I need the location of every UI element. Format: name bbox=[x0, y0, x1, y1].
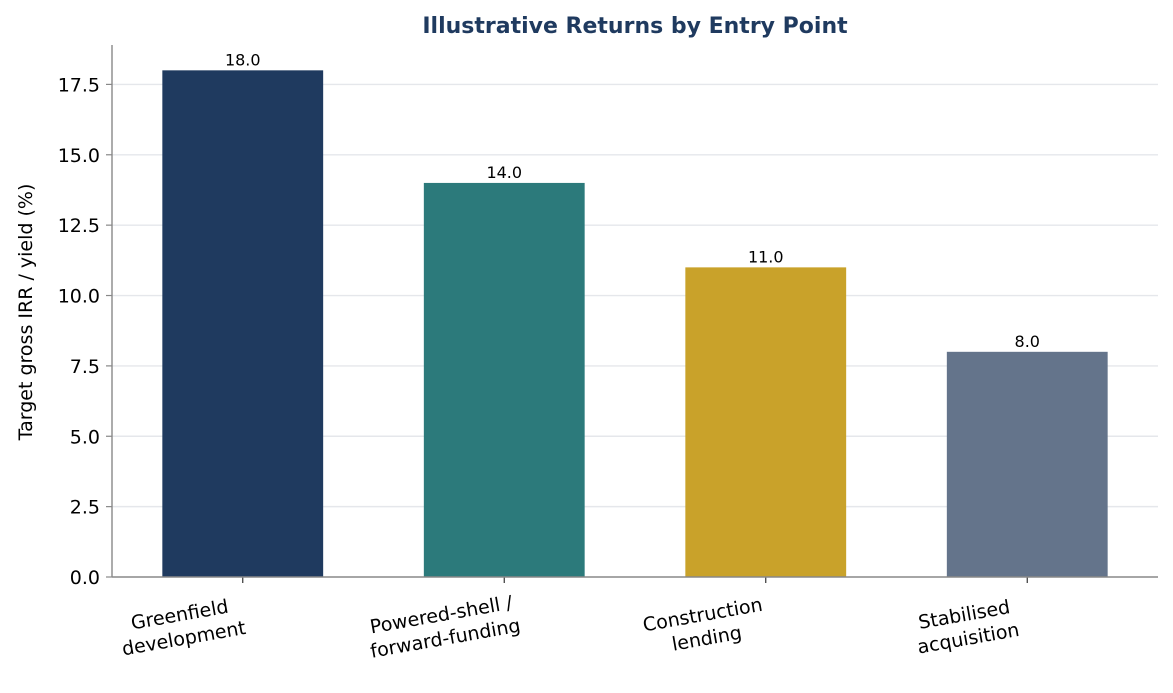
y-tick-label: 2.5 bbox=[70, 497, 100, 519]
y-tick-label: 0.0 bbox=[70, 567, 100, 589]
bar bbox=[685, 267, 847, 577]
chart-title: Illustrative Returns by Entry Point bbox=[422, 14, 848, 39]
y-tick-label: 5.0 bbox=[70, 426, 100, 448]
axes bbox=[106, 45, 1158, 583]
y-tick-label: 7.5 bbox=[70, 356, 100, 378]
y-tick-label: 12.5 bbox=[58, 215, 100, 237]
bar-value-label: 8.0 bbox=[1015, 332, 1040, 351]
y-axis-label: Target gross IRR / yield (%) bbox=[15, 184, 37, 442]
y-tick-label: 17.5 bbox=[58, 74, 100, 96]
bar bbox=[162, 70, 324, 577]
x-tick-label-group: Powered-shell /forward-funding bbox=[368, 592, 522, 663]
y-tick-label: 10.0 bbox=[58, 286, 100, 308]
bar bbox=[946, 351, 1108, 577]
bar-value-label: 14.0 bbox=[486, 163, 522, 182]
y-tick-label: 15.0 bbox=[58, 145, 100, 167]
bar-value-label: 11.0 bbox=[748, 247, 784, 266]
bars bbox=[162, 70, 1108, 578]
bar-value-label: 18.0 bbox=[225, 50, 261, 69]
bar bbox=[423, 182, 585, 578]
